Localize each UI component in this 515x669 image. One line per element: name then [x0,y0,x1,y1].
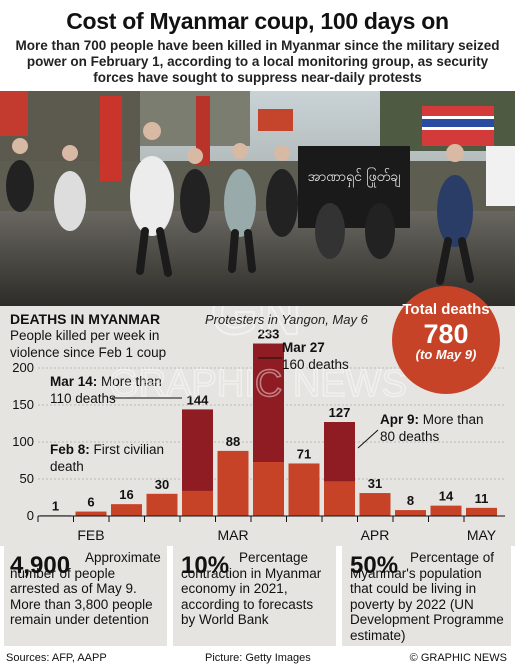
bar-value-label: 14 [439,489,454,504]
stat-number: 50% [350,552,399,579]
annotation-leader [357,429,379,449]
protest-photo: အာဏာရှင် ဖြုတ်ချ [0,91,515,306]
bar [466,507,497,516]
bars [40,343,497,516]
y-tick-label: 50 [20,471,34,486]
annotation-text-line2: death [50,459,84,474]
bar [359,493,391,516]
bar-highlight [253,343,284,462]
chart-title: DEATHS IN MYANMAR [10,311,161,327]
bar-value-label: 144 [187,392,209,407]
bar-highlight [182,409,213,491]
bar [146,493,178,516]
stat-economy: 10% Percentage contraction in Myanmar ec… [173,546,336,646]
bar-value-label: 233 [258,327,280,342]
stat-text: Percentage of Myanmar's population that … [350,550,504,643]
bar [395,510,426,516]
annotation-text: Mar 27 [282,340,325,355]
total-sub: (to May 9) [415,347,477,362]
bar-value-label: 31 [368,476,382,491]
axis: 0 50 100 150 200 FEB MAR APR MAY [12,360,505,543]
stat-number: 4,900 [10,552,71,579]
stat-text: Percentage contraction in Myanmar econom… [181,550,322,627]
bar-value-label: 6 [87,495,94,510]
bar-highlight [324,422,355,482]
page-subtitle: More than 700 people have been killed in… [15,38,500,85]
chart-subtitle: People killed per week in violence since… [10,328,167,360]
total-value: 780 [423,319,469,349]
page-title: Cost of Myanmar coup, 100 days on [66,8,449,34]
watermark: GN GRAPHIC NEWS [108,306,407,406]
protest-banner-text: အာဏာရှင် ဖြုတ်ချ [308,168,401,187]
x-month-label: MAY [467,527,497,543]
watermark-logo: GN [211,306,301,347]
bar [75,511,107,516]
bar [217,450,249,516]
stats-row: 4,900 Approximate number of people arres… [0,546,515,646]
footer: Sources: AFP, AAPP Picture: Getty Images… [0,646,515,669]
total-deaths-badge: Total deaths 780 (to May 9) [392,286,500,394]
footer-picture: Picture: Getty Images [205,652,311,664]
annotation-date: Mar 27 [282,340,325,355]
footer-sources: Sources: AFP, AAPP [6,652,107,664]
photo-caption: Protesters in Yangon, May 6 [205,312,368,327]
stat-text: Approximate number of people arrested as… [10,550,161,627]
bar [430,505,462,516]
y-tick-label: 150 [12,397,34,412]
y-tick-label: 200 [12,360,34,375]
stat-number: 10% [181,552,230,579]
annotation-text: Mar 14: More than [50,374,162,389]
y-tick-label: 0 [27,508,34,523]
bar-value-label: 127 [329,405,351,420]
bar-value-label: 16 [119,487,133,502]
bar-value-label: 11 [475,491,489,506]
annotation-date: Feb 8: [50,442,90,457]
annotation-text-line2: 80 deaths [380,429,440,444]
x-month-label: APR [361,527,390,543]
annotation-text: Feb 8: First civilian [50,442,164,457]
annotation-text: Apr 9: More than [380,412,484,427]
bar-value-label: 1 [52,498,59,513]
y-tick-label: 100 [12,434,34,449]
bar-value-label: 30 [155,477,169,492]
footer-credit: © GRAPHIC NEWS [409,652,507,664]
bar [111,504,142,516]
annotations: Feb 8: First civilian death Mar 14: More t… [50,340,484,474]
bar [288,463,320,516]
annotation-text-line2: 110 deaths [50,391,116,406]
x-month-label: FEB [77,527,104,543]
x-month-label: MAR [217,527,248,543]
stat-arrests: 4,900 Approximate number of people arres… [4,546,167,646]
total-label: Total deaths [402,301,490,318]
bar-value-label: 88 [226,434,240,449]
header: Cost of Myanmar coup, 100 days on More t… [0,0,515,90]
annotation-date: Apr 9: [380,412,419,427]
stat-poverty: 50% Percentage of Myanmar's population t… [342,546,511,646]
annotation-text-line2: 160 deaths [282,357,349,372]
watermark-text: GRAPHIC NEWS [109,363,407,405]
annotation-date: Mar 14: [50,374,97,389]
bar-value-label: 8 [407,493,414,508]
bar-value-label: 71 [297,446,311,461]
